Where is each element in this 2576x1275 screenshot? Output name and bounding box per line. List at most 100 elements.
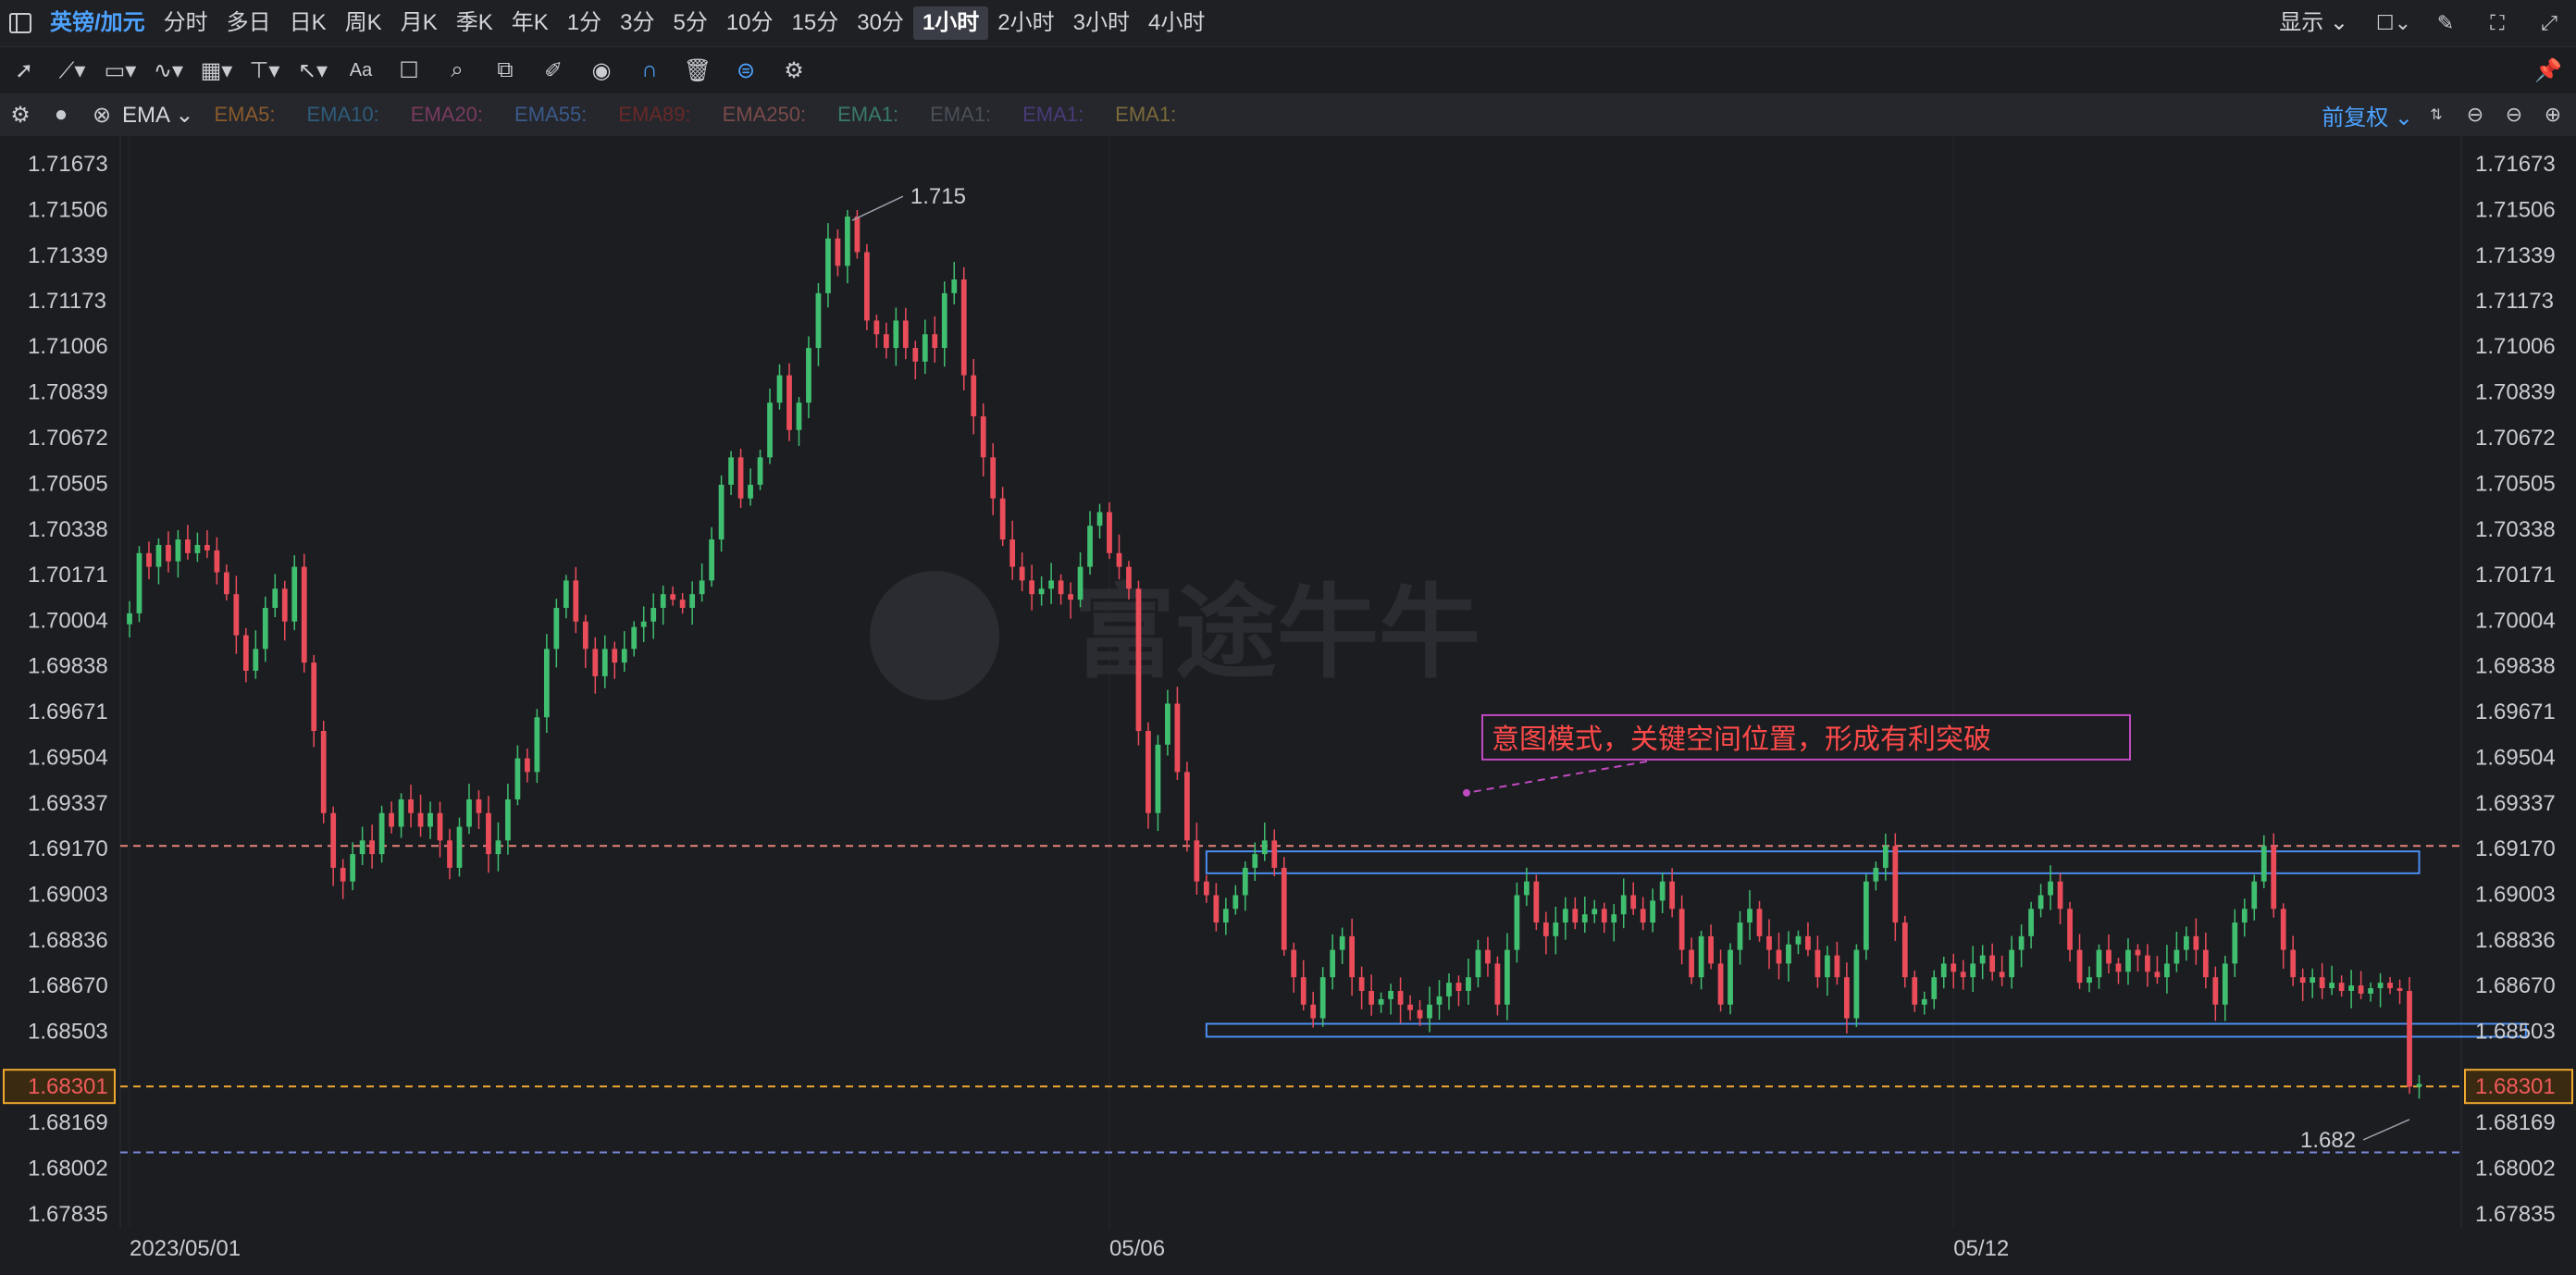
candle-body [980,415,986,458]
period-tab-4[interactable]: 月K [400,10,438,35]
period-tab-9[interactable]: 5分 [673,10,708,35]
candle-body [941,292,947,349]
indicator-settings-icon[interactable]: ⚙ [10,102,31,128]
period-tab-5[interactable]: 季K [455,10,493,35]
candle-body [1940,963,1947,978]
candle-body [2271,846,2277,910]
line-tool-icon[interactable]: ⟋▾ [58,57,86,83]
symbol-selector[interactable]: 英镑/加元 [50,10,145,35]
period-tab-8[interactable]: 3分 [620,10,655,35]
period-tab-10[interactable]: 10分 [725,10,774,35]
y-tick-right: 1.68301 [2475,1074,2556,1099]
period-tab-2[interactable]: 日K [289,10,327,35]
candle-body [2348,985,2355,991]
annotations: 1.715 1.682 意图模式，关键空间位置，形成有利突破 [851,184,2410,1153]
wave-tool-icon[interactable]: ∿▾ [153,57,184,83]
y-tick-left: 1.70672 [28,426,108,451]
period-tab-1[interactable]: 多日 [226,10,271,35]
candle-body [990,457,997,499]
adjust-dropdown[interactable]: 前复权 ⌄ [2322,105,2413,130]
period-tab-15[interactable]: 3小时 [1072,10,1131,35]
fib-tool-icon[interactable]: ▦▾ [200,57,233,83]
candle-body [1232,895,1239,910]
candle-body [1834,955,1840,978]
indicator-close-icon[interactable]: ⊗ [92,102,112,128]
candle-body [1766,935,1772,950]
period-tab-13[interactable]: 1小时 [912,6,989,40]
settings-gear-icon[interactable]: ⚙ [784,57,804,83]
candle-body [2299,977,2306,984]
brush-icon[interactable]: ✐ [543,57,564,83]
period-tab-0[interactable]: 分时 [163,10,208,35]
zoom-in-icon[interactable]: ⊕ [2544,103,2562,126]
candle-body [1776,949,1782,964]
trash-icon[interactable]: 🗑 [683,57,712,83]
grid-lines [119,136,2462,1228]
period-tab-11[interactable]: 15分 [791,10,839,35]
search-icon[interactable]: ⌕ [451,57,464,82]
magnet-icon[interactable]: ∩ [641,57,658,82]
period-tab-12[interactable]: 30分 [857,10,904,35]
candle-body [1912,977,1918,1005]
y-tick-right: 1.71006 [2475,334,2556,359]
candle-body [1814,949,1821,978]
candle-body [863,252,870,321]
candle-body [670,594,676,600]
draw-pen-icon[interactable]: ✎ [2436,11,2455,34]
candle-body [748,484,753,499]
candle-body [796,402,802,430]
candle-body [1291,949,1297,978]
candlestick-chart[interactable]: 富途牛牛 1.71673 1.71506 1.71339 1.71173 1.71006… [0,136,2576,1275]
scale-icon[interactable]: ⇅ [2430,107,2443,123]
period-tab-16[interactable]: 4小时 [1148,10,1206,35]
indicator-selector[interactable]: EMA ⌄ [122,102,194,128]
candle-body [2260,846,2267,882]
fullscreen-icon[interactable]: ⛶ [2490,11,2505,34]
sidebar-toggle-icon[interactable] [0,3,41,43]
candle-body [631,626,638,650]
y-tick-left: 1.70004 [28,609,108,634]
candle-body [253,649,259,671]
lock-icon[interactable]: ⧉ [497,57,514,82]
x-axis-label: 05/12 [1953,1236,2009,1261]
y-tick-right: 1.70672 [2475,426,2556,451]
candle-body [2396,988,2403,991]
cursor-icon[interactable]: ➚ [14,57,34,83]
pin-icon[interactable]: 📌 [2534,57,2562,83]
candle-body [2222,963,2228,1005]
y-tick-left: 1.68169 [28,1110,108,1135]
y-tick-right: 1.70839 [2475,380,2556,405]
expand-icon[interactable]: ⤢ [2541,11,2557,34]
text-tool-icon[interactable]: Aa [349,59,373,80]
candle-body [621,649,627,663]
period-tab-7[interactable]: 1分 [566,10,602,35]
candle-body [1678,909,1685,950]
measure-tool-icon[interactable]: ⊤▾ [249,57,280,83]
sync-icon[interactable]: ⊜ [736,57,756,83]
candle-body [1708,935,1714,964]
zoom-out-icon[interactable]: ⊖ [2505,103,2523,126]
candle-body [2193,935,2199,950]
candle-body [272,588,279,608]
candle-body [1116,552,1122,567]
candle-body [301,566,307,663]
indicator-hide-icon[interactable]: ● [54,102,68,127]
arrow-tool-icon[interactable]: ↖▾ [297,57,328,83]
period-tab-3[interactable]: 周K [344,10,382,35]
y-tick-right: 1.70338 [2475,517,2556,542]
candle-body [971,375,977,416]
candle-body [601,649,608,676]
layout-icon[interactable]: ☐⌄ [2375,11,2412,34]
candle-body [1853,949,1860,1019]
y-tick-right: 1.69504 [2475,745,2556,770]
period-tab-14[interactable]: 2小时 [997,10,1055,35]
ema-item-5: EMA250: [722,103,807,126]
rect-tool-icon[interactable]: ▭▾ [104,57,137,83]
zoom-reset-icon[interactable]: ⊖ [2466,103,2484,126]
display-dropdown[interactable]: 显示 ⌄ [2279,10,2348,35]
comment-icon[interactable]: ☐ [399,57,419,83]
candle-body [242,635,249,671]
period-tab-6[interactable]: 年K [511,10,549,35]
candle-body [1252,854,1258,868]
eye-icon[interactable]: ◉ [591,57,612,83]
